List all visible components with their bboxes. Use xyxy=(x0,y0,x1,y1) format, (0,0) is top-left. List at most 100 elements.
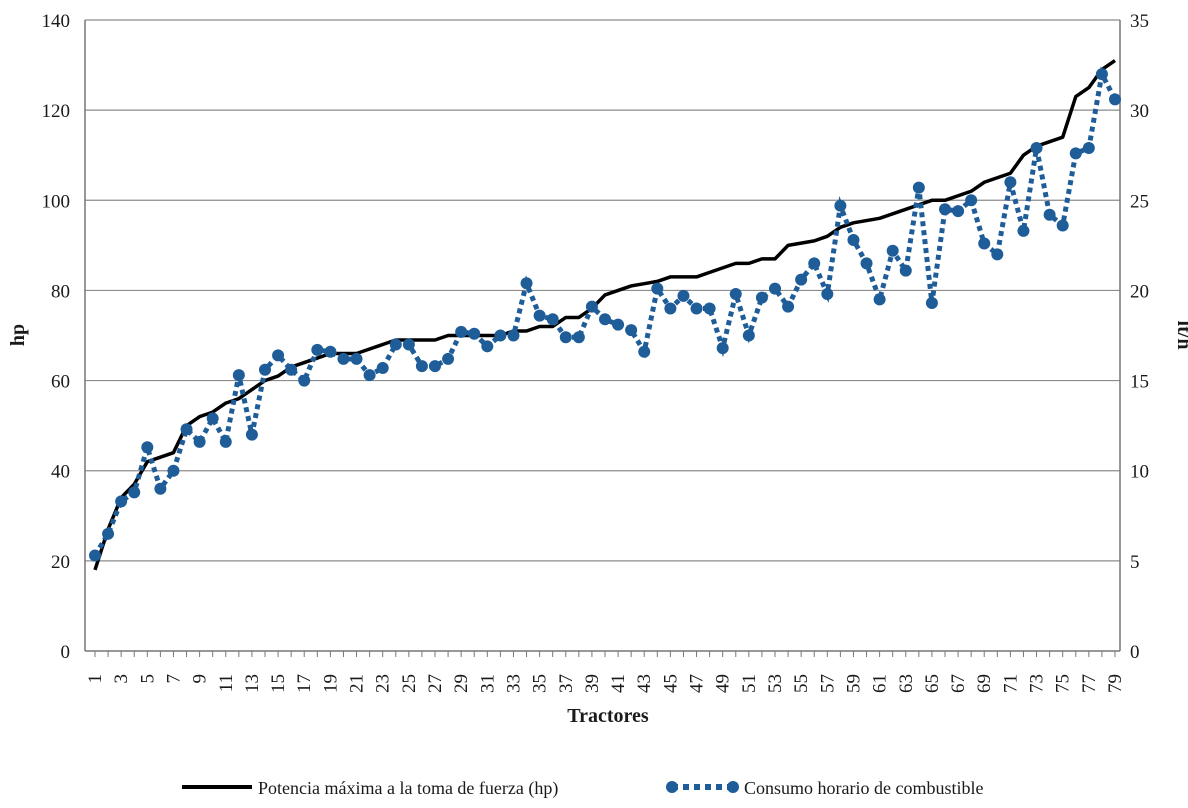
data-point-consumo xyxy=(102,527,115,540)
y-tick-label-right: 20 xyxy=(1130,281,1149,302)
data-point-consumo xyxy=(1056,219,1069,232)
data-point-consumo xyxy=(442,352,455,365)
x-tick-label: 73 xyxy=(1027,674,1048,693)
x-tick-label: 1 xyxy=(85,674,106,684)
x-tick-label: 15 xyxy=(268,674,289,693)
data-point-consumo xyxy=(154,482,167,495)
data-point-consumo xyxy=(1030,142,1043,155)
data-point-consumo xyxy=(742,329,755,342)
x-tick-label: 43 xyxy=(634,674,655,693)
x-tick-label: 13 xyxy=(242,674,263,693)
y-tick-label-left: 100 xyxy=(42,191,71,212)
data-point-consumo xyxy=(939,203,951,216)
data-point-consumo xyxy=(402,338,415,351)
x-tick-label: 39 xyxy=(582,674,603,693)
data-point-consumo xyxy=(259,363,271,376)
y-tick-label-left: 120 xyxy=(42,101,71,122)
axes xyxy=(84,20,1121,657)
data-point-consumo xyxy=(952,205,965,218)
y-tick-label-left: 60 xyxy=(51,372,70,393)
data-point-consumo xyxy=(219,435,232,448)
x-tick-label: 47 xyxy=(687,674,708,693)
data-point-consumo xyxy=(285,363,298,376)
data-point-consumo xyxy=(847,233,860,246)
x-tick-label: 25 xyxy=(399,674,420,693)
data-point-consumo xyxy=(716,342,729,355)
data-point-consumo xyxy=(1043,208,1056,221)
data-point-consumo xyxy=(350,352,363,365)
series xyxy=(89,59,1121,571)
data-point-consumo xyxy=(664,302,677,315)
data-point-consumo xyxy=(1017,224,1030,237)
data-point-consumo xyxy=(389,338,402,351)
x-tick-label: 33 xyxy=(503,674,524,693)
legend-marker-consumo-right xyxy=(727,781,739,793)
data-point-consumo xyxy=(1095,68,1108,81)
data-point-consumo xyxy=(860,257,873,270)
data-point-consumo xyxy=(585,300,598,313)
data-point-consumo xyxy=(834,199,847,212)
data-point-consumo xyxy=(89,549,101,562)
y-tick-label-right: 0 xyxy=(1130,642,1140,663)
y-axis-title-left: hp xyxy=(7,324,29,346)
data-point-consumo xyxy=(782,300,795,313)
data-point-consumo xyxy=(337,352,350,365)
data-point-consumo xyxy=(599,313,611,326)
x-tick-label: 77 xyxy=(1079,674,1100,693)
x-tick-label: 7 xyxy=(163,674,184,684)
y-tick-label-right: 15 xyxy=(1130,372,1149,393)
data-point-consumo xyxy=(324,345,337,358)
data-point-consumo xyxy=(612,318,625,331)
x-tick-label: 63 xyxy=(896,674,917,693)
y-tick-label-left: 20 xyxy=(51,552,70,573)
data-point-consumo xyxy=(638,345,651,358)
x-tick-label: 41 xyxy=(608,674,629,693)
x-tick-label: 9 xyxy=(190,674,211,684)
data-point-consumo xyxy=(808,257,821,270)
data-point-consumo xyxy=(206,412,219,425)
x-tick-label: 55 xyxy=(791,674,812,693)
data-point-consumo xyxy=(651,282,664,295)
x-tick-label: 17 xyxy=(294,674,315,693)
x-tick-label: 67 xyxy=(948,674,969,693)
x-tick-label: 19 xyxy=(320,674,341,693)
data-point-consumo xyxy=(703,302,716,315)
data-point-consumo xyxy=(690,302,703,315)
x-tick-label: 71 xyxy=(1000,674,1021,693)
data-point-consumo xyxy=(415,360,428,373)
data-point-consumo xyxy=(533,309,546,322)
data-point-consumo xyxy=(507,329,520,342)
x-tick-label: 69 xyxy=(974,674,995,693)
x-tick-label: 23 xyxy=(373,674,394,693)
data-point-consumo xyxy=(886,244,899,257)
data-point-consumo xyxy=(245,428,258,441)
x-axis-title: Tractores xyxy=(567,705,649,727)
x-tick-label: 45 xyxy=(660,674,681,693)
x-tick-label: 27 xyxy=(425,674,446,693)
x-tick-label: 29 xyxy=(451,674,472,693)
data-point-consumo xyxy=(795,273,808,286)
y-tick-label-right: 5 xyxy=(1130,552,1140,573)
data-point-consumo xyxy=(899,264,912,277)
data-point-consumo xyxy=(272,349,285,362)
gridlines xyxy=(85,19,1120,562)
y-tick-label-left: 40 xyxy=(51,462,70,483)
data-point-consumo xyxy=(1004,176,1017,189)
data-point-consumo xyxy=(1069,147,1082,160)
x-tick-label: 57 xyxy=(817,674,838,693)
legend-label-consumo: Consumo horario de combustible xyxy=(744,778,983,798)
data-point-consumo xyxy=(821,288,834,301)
data-point-consumo xyxy=(298,374,311,387)
y-tick-label-right: 35 xyxy=(1130,11,1149,32)
data-point-consumo xyxy=(769,282,781,295)
data-point-consumo xyxy=(925,297,938,310)
data-point-consumo xyxy=(180,423,193,436)
data-point-consumo xyxy=(965,194,978,207)
data-point-consumo xyxy=(141,441,154,454)
x-tick-label: 5 xyxy=(137,674,158,684)
data-point-consumo xyxy=(1082,142,1095,155)
data-point-consumo xyxy=(520,277,533,290)
x-tick-label: 21 xyxy=(347,674,368,693)
